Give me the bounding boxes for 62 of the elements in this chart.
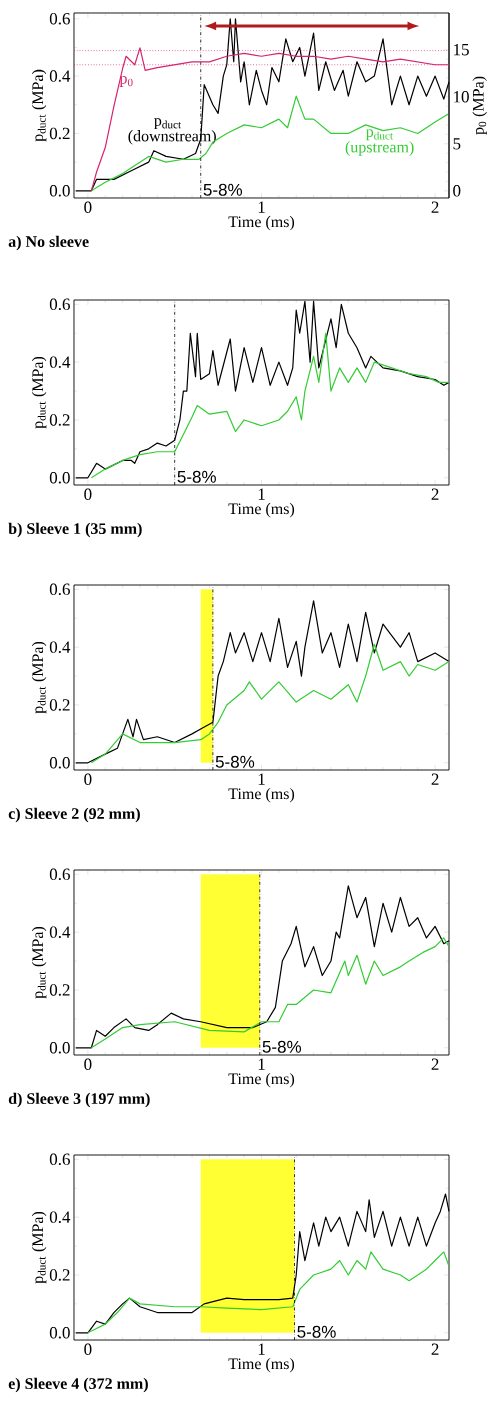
- y-tick-label: 0.4: [49, 70, 71, 82]
- annotation: 5-8%: [177, 470, 216, 483]
- y-tick-label: 0.0: [49, 185, 70, 197]
- annotation: 5-8%: [203, 183, 243, 196]
- y-tick-label: 0.6: [49, 12, 70, 25]
- y-tick-label: 0.6: [49, 583, 70, 596]
- y2-tick-label: 0: [453, 185, 461, 197]
- text: b) Sleeve 1 (35 mm): [8, 522, 142, 538]
- x-axis-title: Time (ms): [228, 1072, 295, 1088]
- series-label: p$_{duct}$ (upstream): [345, 129, 414, 156]
- x-tick-label: 2: [431, 1343, 439, 1355]
- y-tick-label: 0.2: [49, 699, 70, 711]
- y-axis-title: p$_{duct}$ (MPa): [31, 69, 47, 142]
- annotation: 5-8%: [297, 1325, 336, 1338]
- y-axis-title: p$_{duct}$ (MPa): [31, 356, 47, 429]
- x-axis-title: Time (ms): [228, 215, 295, 231]
- annotation: 5-8%: [215, 755, 255, 768]
- y-tick-label: 0.0: [49, 757, 70, 769]
- y-tick-label: 0.0: [49, 472, 70, 484]
- y-tick-label: 0.4: [49, 641, 71, 653]
- annotation: 5-8%: [262, 1040, 302, 1053]
- x-tick-label: 1: [258, 773, 265, 785]
- y-tick-label: 0.2: [49, 127, 70, 140]
- x-tick-label: 0: [84, 201, 92, 214]
- x-tick-label: 2: [431, 201, 439, 213]
- x-tick-label: 0: [84, 773, 92, 786]
- y-tick-label: 0.2: [49, 1269, 70, 1281]
- y-tick-label: 0.2: [49, 984, 70, 996]
- x-tick-label: 0: [84, 1058, 92, 1071]
- x-tick-label: 2: [431, 488, 439, 500]
- x-axis-title: Time (ms): [228, 1357, 295, 1373]
- y-tick-label: 0.6: [49, 1153, 70, 1166]
- y-tick-label: 0.4: [49, 356, 71, 368]
- y2-tick-label: 10: [454, 91, 469, 103]
- y-tick-label: 0.0: [49, 1327, 70, 1339]
- y-tick-label: 0.6: [49, 298, 70, 311]
- text: d) Sleeve 3 (197 mm): [8, 1092, 150, 1108]
- y-tick-label: 0.2: [49, 414, 70, 426]
- text: c) Sleeve 2 (92 mm): [8, 807, 140, 823]
- x-axis-title: Time (ms): [228, 787, 295, 803]
- y2-tick-label: 15: [454, 43, 469, 56]
- x-tick-label: 1: [258, 1058, 265, 1070]
- y-axis-title: p$_{duct}$ (MPa): [31, 1211, 47, 1284]
- x-tick-label: 0: [84, 488, 92, 501]
- x-tick-label: 2: [431, 773, 439, 785]
- y-tick-label: 0.4: [49, 926, 71, 938]
- y2-axis-title: p$_{0}$ (MPa): [472, 76, 487, 135]
- x-tick-label: 1: [258, 488, 265, 500]
- text: a) No sleeve: [8, 235, 89, 251]
- y2-tick-label: 5: [453, 138, 461, 150]
- x-tick-label: 1: [258, 201, 265, 213]
- x-tick-label: 2: [431, 1058, 439, 1070]
- series-label: p$_{0}$: [119, 75, 133, 87]
- text: e) Sleeve 4 (372 mm): [8, 1377, 148, 1393]
- x-tick-label: 1: [258, 1343, 265, 1355]
- y-tick-label: 0.0: [49, 1042, 70, 1054]
- x-tick-label: 0: [84, 1343, 92, 1356]
- y-axis-title: p$_{duct}$ (MPa): [31, 641, 47, 714]
- x-axis-title: Time (ms): [228, 502, 295, 518]
- y-axis-title: p$_{duct}$ (MPa): [31, 926, 47, 999]
- y-tick-label: 0.6: [49, 868, 70, 881]
- y-tick-label: 0.4: [49, 1211, 71, 1223]
